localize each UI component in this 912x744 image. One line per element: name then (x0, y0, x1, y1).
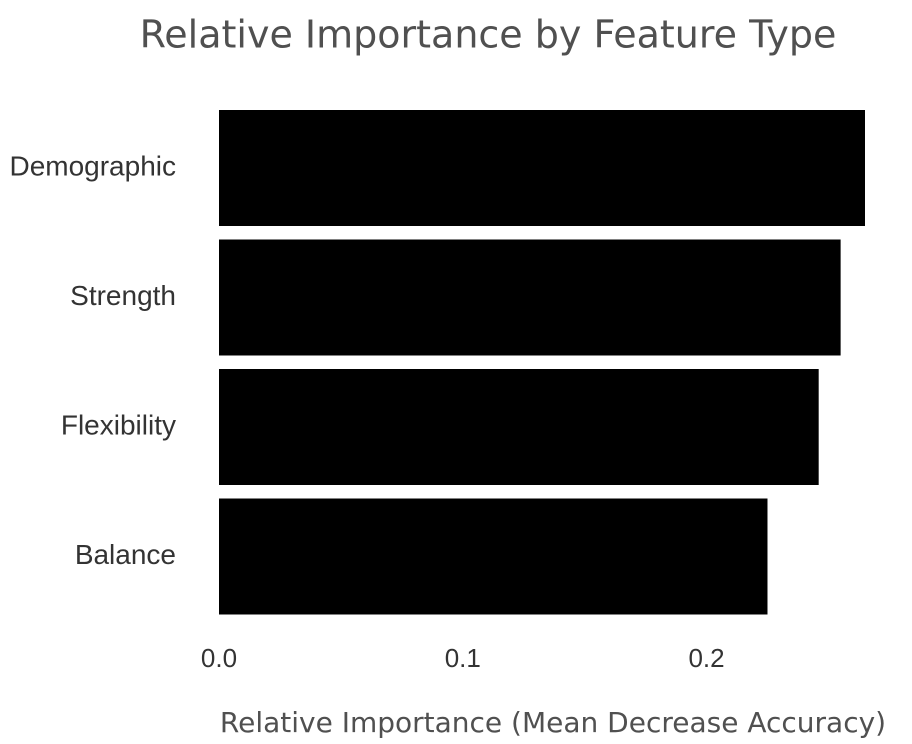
category-label-balance: Balance (75, 539, 176, 570)
x-tick-label: 0.2 (688, 643, 724, 673)
chart-title: Relative Importance by Feature Type (140, 13, 837, 57)
category-label-demographic: Demographic (9, 150, 176, 181)
plot-area (219, 110, 865, 615)
x-tick-label: 0.0 (201, 643, 237, 673)
y-axis-labels: Demographic Strength Flexibility Balance (9, 150, 176, 570)
category-label-flexibility: Flexibility (61, 409, 176, 440)
bar-strength (219, 239, 841, 356)
x-tick-label: 0.1 (445, 643, 481, 673)
bar-flexibility (219, 369, 819, 485)
category-label-strength: Strength (70, 280, 176, 311)
x-axis-title: Relative Importance (Mean Decrease Accur… (220, 706, 886, 739)
bar-demographic (219, 110, 865, 226)
x-axis-ticks: 0.0 0.1 0.2 (201, 643, 725, 673)
bar-balance (219, 498, 768, 615)
